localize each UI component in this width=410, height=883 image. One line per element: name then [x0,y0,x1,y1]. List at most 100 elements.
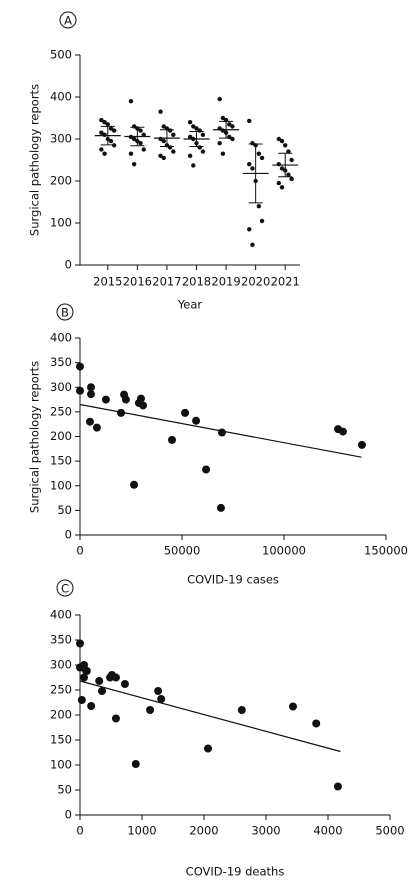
y-tick-label: 350 [50,355,72,369]
data-point [286,149,291,154]
y-tick-label: 350 [50,633,72,647]
data-point [338,427,347,436]
trend-line [79,403,362,458]
data-point [220,115,226,121]
data-point [158,153,163,158]
data-point [108,138,114,144]
data-point [76,639,84,648]
data-point [99,130,104,135]
data-point [138,128,143,133]
data-point [197,145,202,150]
panel-label-circle [59,11,77,29]
data-point [288,702,297,711]
data-point [108,126,114,131]
x-axis-label: Year [177,298,203,312]
panel-label: C [61,582,69,596]
data-point [202,465,211,474]
y-tick-label: 400 [50,608,72,622]
error-bar [248,143,263,204]
data-point [168,435,177,444]
y-tick-label: 50 [57,503,72,517]
data-point [158,109,163,114]
data-point [141,147,146,152]
data-point [128,99,134,104]
data-point [95,677,104,685]
y-tick-label: 300 [50,380,72,394]
data-point [216,503,225,512]
error-bar [100,125,115,146]
x-tick-label: 1000 [127,824,156,838]
y-tick-label: 50 [57,783,72,797]
data-point [154,687,163,695]
data-point [230,124,235,129]
data-point [217,141,222,146]
data-point [171,149,176,154]
panel-label-circle [56,579,74,597]
data-point [167,128,173,133]
data-point [357,440,366,449]
data-point [279,166,285,171]
y-axis-label: Surgical pathology reports [28,361,42,513]
data-point [286,172,291,177]
data-point [98,687,107,695]
x-tick-label: 100000 [262,544,306,558]
data-point [157,695,166,703]
y-tick-label: 100 [50,216,72,230]
data-point [187,153,193,158]
data-point [111,128,117,133]
x-tick-label: 5000 [375,824,404,838]
data-point [76,362,84,371]
y-tick-label: 300 [50,658,72,672]
data-point [105,122,110,127]
data-point [237,706,246,714]
data-point [276,162,282,167]
x-tick-label: 2000 [189,824,218,838]
y-tick-label: 250 [50,683,72,697]
data-point [279,138,285,144]
data-point [259,218,265,224]
x-tick-label: 4000 [313,824,342,838]
data-point [167,145,173,150]
data-point [121,395,130,404]
y-tick-label: 150 [50,733,72,747]
x-tick-label: 2018 [182,275,211,289]
data-point [171,132,176,137]
x-tick-label: 150000 [364,544,408,558]
data-point [227,122,232,127]
data-point [187,120,193,125]
y-tick-label: 400 [50,331,72,345]
data-point [220,151,226,156]
y-tick-label: 100 [50,478,72,492]
data-point [194,126,199,131]
data-point [200,149,206,154]
y-tick-label: 250 [50,404,72,418]
data-point [87,390,96,399]
error-bar [189,130,204,148]
data-point [139,401,148,410]
data-point [146,706,155,714]
data-point [92,423,101,432]
x-tick-label: 2016 [123,275,152,289]
y-tick-label: 300 [50,132,72,146]
error-bar [130,126,145,147]
data-point [259,155,265,161]
data-point [250,166,255,171]
data-point [101,395,110,404]
y-tick-label: 200 [50,429,72,443]
data-point [333,782,342,791]
data-point [117,408,126,417]
y-tick-label: 0 [65,808,72,822]
data-point [99,117,104,123]
data-point [247,162,252,167]
x-tick-label: 2019 [211,275,240,289]
data-point [111,673,120,682]
x-tick-label: 50000 [164,544,201,558]
data-point [85,417,94,426]
x-tick-label: 0 [76,824,83,838]
x-axis-label: COVID-19 cases [187,573,279,587]
data-point [77,696,86,704]
x-tick-label: 3000 [251,824,280,838]
panel-label: A [64,14,72,28]
panel-label: B [61,306,69,320]
